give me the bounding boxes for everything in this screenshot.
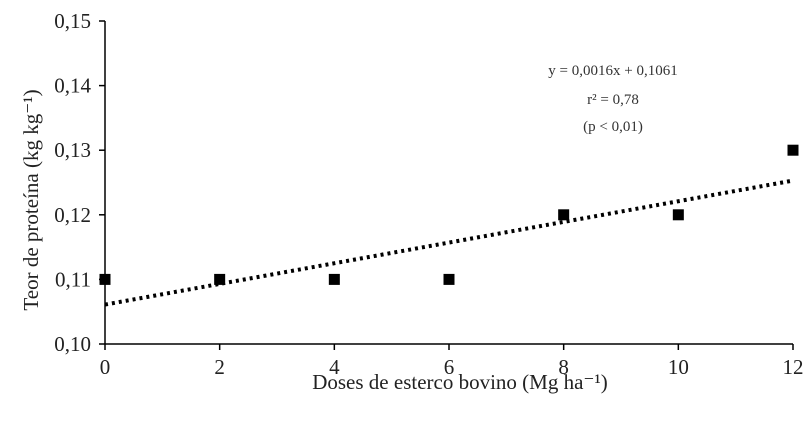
data-point (787, 144, 799, 156)
x-tick-label: 10 (668, 355, 689, 379)
x-tick-label: 12 (783, 355, 804, 379)
x-tick-label: 4 (329, 355, 340, 379)
x-axis-title: Doses de esterco bovino (Mg ha⁻¹) (312, 370, 608, 394)
y-axis-title: Teor de proteína (kg kg⁻¹) (19, 89, 43, 310)
trendline (104, 178, 794, 307)
y-tick-label: 0,13 (54, 138, 91, 162)
data-point (214, 273, 226, 285)
y-tick-label: 0,11 (55, 267, 91, 291)
axes (104, 21, 793, 345)
y-tick-label: 0,15 (54, 9, 91, 33)
trendline-group (104, 178, 794, 307)
data-point (443, 273, 455, 285)
data-point (558, 209, 570, 221)
data-point (672, 209, 684, 221)
r-squared-label: r² = 0,78 (587, 92, 639, 108)
data-point (99, 273, 111, 285)
y-tick-label: 0,10 (54, 332, 91, 356)
x-tick-label: 8 (558, 355, 569, 379)
x-tick-label: 2 (214, 355, 225, 379)
y-axis-ticks: 0,10 0,11 0,12 0,13 0,14 0,15 (54, 9, 105, 356)
regression-equation: y = 0,0016x + 0,1061 (548, 63, 677, 79)
y-tick-label: 0,14 (54, 74, 91, 98)
x-axis-ticks: 0 2 4 6 8 10 12 (100, 344, 804, 379)
x-tick-label: 0 (100, 355, 111, 379)
p-value-label: (p < 0,01) (583, 119, 643, 135)
x-tick-label: 6 (444, 355, 455, 379)
y-tick-label: 0,12 (54, 203, 91, 227)
data-points (99, 144, 799, 285)
data-point (328, 273, 340, 285)
